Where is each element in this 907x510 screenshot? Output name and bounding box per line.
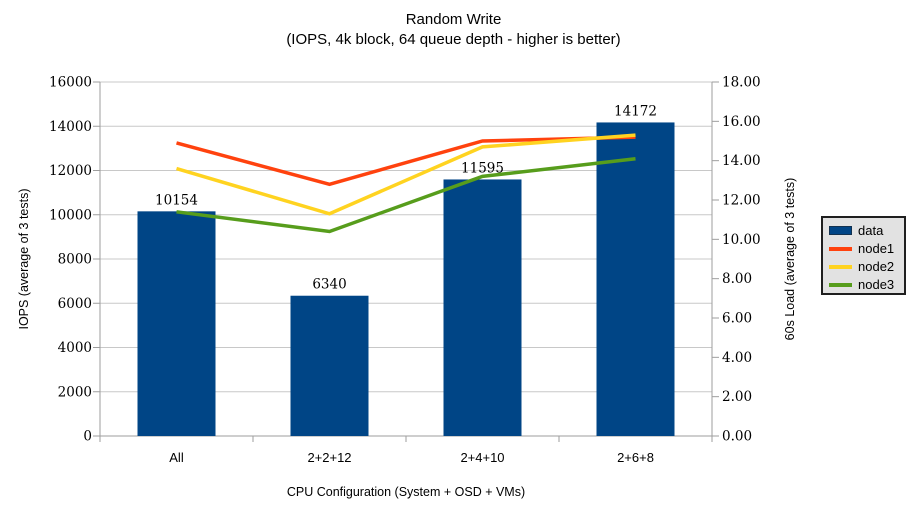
left-axis-tick-label: 4000 bbox=[58, 340, 92, 356]
bar-value-label: 6340 bbox=[312, 277, 346, 293]
right-axis-tick-label: 12.00 bbox=[722, 193, 761, 209]
bar-value-label: 10154 bbox=[155, 192, 198, 208]
right-axis-tick-label: 14.00 bbox=[722, 153, 761, 169]
legend-swatch-data-series bbox=[829, 226, 852, 236]
x-axis-title: CPU Configuration (System + OSD + VMs) bbox=[286, 485, 526, 499]
right-axis-tick-label: 8.00 bbox=[722, 271, 752, 287]
chart-title: Random Write bbox=[405, 11, 502, 28]
left-axis-tick-label: 2000 bbox=[58, 384, 92, 400]
left-axis-tick-label: 16000 bbox=[49, 75, 92, 91]
left-axis-tick-label: 14000 bbox=[49, 119, 92, 135]
legend-swatch-node2-line bbox=[829, 264, 852, 269]
legend-swatch-node3-line bbox=[829, 282, 852, 287]
left-axis-tick-label: 0 bbox=[83, 429, 92, 445]
left-axis-tick-label: 12000 bbox=[49, 163, 92, 179]
legend-label: node3 bbox=[858, 277, 895, 292]
bar-value-label: 14172 bbox=[614, 103, 657, 119]
legend-item-node3: node3 bbox=[829, 276, 904, 294]
chart-subtitle: (IOPS, 4k block, 64 queue depth - higher… bbox=[286, 31, 621, 48]
right-axis-tick-label: 18.00 bbox=[722, 75, 761, 91]
line-node1 bbox=[176, 135, 636, 187]
legend-swatch-node1-line bbox=[829, 246, 852, 251]
right-axis-tick-label: 2.00 bbox=[722, 389, 752, 405]
left-axis-tick-label: 6000 bbox=[58, 296, 92, 312]
legend-label: data bbox=[858, 223, 884, 238]
right-axis-title: 60s Load (average of 3 tests) bbox=[783, 177, 797, 341]
left-axis-tick-label: 8000 bbox=[58, 252, 92, 268]
category-label: 2+6+8 bbox=[617, 450, 654, 465]
line-node3 bbox=[176, 156, 636, 234]
right-axis-tick-label: 16.00 bbox=[722, 114, 761, 130]
legend-item-data: data bbox=[829, 222, 904, 240]
bar-2+2+12 bbox=[290, 295, 369, 436]
legend-item-node2: node2 bbox=[829, 258, 904, 276]
legend-item-node1: node1 bbox=[829, 240, 904, 258]
chart-title-block: Random Write (IOPS, 4k block, 64 queue d… bbox=[0, 10, 907, 50]
category-label: 2+2+12 bbox=[307, 450, 351, 465]
line-node2 bbox=[176, 133, 636, 216]
bar-2+4+10 bbox=[443, 179, 522, 436]
legend-label: node2 bbox=[858, 259, 895, 274]
bar-All bbox=[137, 211, 216, 436]
right-axis-tick-label: 0.00 bbox=[722, 429, 752, 445]
legend: data node1 node2 node3 bbox=[821, 216, 906, 295]
left-axis-title: IOPS (average of 3 tests) bbox=[17, 188, 31, 330]
legend-label: node1 bbox=[858, 241, 895, 256]
left-axis-tick-label: 10000 bbox=[49, 207, 92, 223]
right-axis-tick-label: 10.00 bbox=[722, 232, 761, 248]
category-label: All bbox=[169, 450, 184, 465]
right-axis-tick-label: 4.00 bbox=[722, 350, 752, 366]
bar-2+6+8 bbox=[596, 122, 675, 436]
bar-value-label: 11595 bbox=[461, 160, 504, 176]
category-label: 2+4+10 bbox=[460, 450, 504, 465]
right-axis-tick-label: 6.00 bbox=[722, 311, 752, 327]
